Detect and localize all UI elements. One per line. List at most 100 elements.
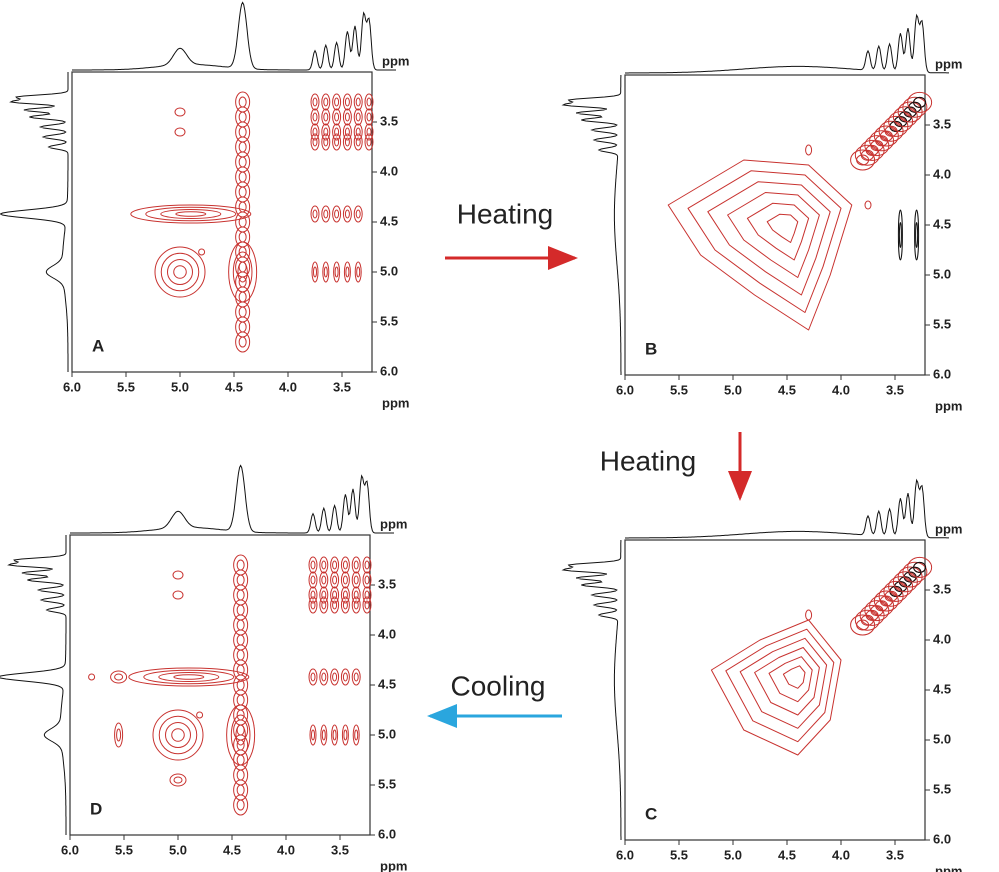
contour bbox=[310, 123, 320, 141]
contour bbox=[364, 123, 374, 141]
contour bbox=[308, 586, 318, 604]
contour bbox=[322, 261, 330, 283]
contour bbox=[110, 670, 128, 684]
contour bbox=[145, 206, 237, 222]
contour bbox=[342, 133, 352, 151]
x-tick-label: 4.0 bbox=[279, 379, 297, 394]
contour bbox=[913, 96, 927, 108]
contour bbox=[130, 204, 252, 224]
y-tick-label: 6.0 bbox=[378, 826, 396, 841]
contour bbox=[236, 649, 245, 661]
x-tick-label: 5.5 bbox=[115, 842, 133, 857]
contour bbox=[226, 704, 256, 766]
contour bbox=[351, 586, 361, 604]
contour bbox=[319, 596, 329, 614]
contour bbox=[228, 241, 258, 303]
contour bbox=[236, 799, 245, 811]
contour bbox=[332, 729, 337, 741]
contour bbox=[334, 97, 340, 107]
contour bbox=[351, 596, 361, 614]
contour bbox=[310, 133, 320, 151]
contour bbox=[233, 794, 249, 816]
contour bbox=[366, 137, 372, 147]
contour bbox=[235, 196, 251, 218]
contour bbox=[235, 724, 246, 746]
contour bbox=[236, 559, 245, 571]
x-tick-label: 5.0 bbox=[171, 379, 189, 394]
contour bbox=[907, 556, 933, 578]
contour bbox=[334, 209, 340, 219]
contour bbox=[340, 668, 350, 686]
contour bbox=[334, 127, 340, 137]
contour bbox=[340, 586, 350, 604]
contour bbox=[364, 133, 374, 151]
contour bbox=[330, 668, 340, 686]
projection-trace bbox=[561, 75, 622, 375]
y-unit: ppm bbox=[935, 521, 962, 536]
contour bbox=[233, 779, 249, 801]
contour bbox=[364, 575, 370, 585]
contour bbox=[362, 571, 372, 589]
contour bbox=[353, 590, 359, 600]
contour bbox=[898, 222, 902, 248]
contour bbox=[344, 127, 350, 137]
contour bbox=[310, 600, 316, 610]
spectrum-frame bbox=[624, 539, 926, 841]
contour bbox=[233, 599, 249, 621]
contour bbox=[345, 266, 350, 278]
contour bbox=[351, 571, 361, 589]
x-tick-label: 4.5 bbox=[223, 842, 241, 857]
contour bbox=[330, 556, 340, 574]
contour bbox=[174, 127, 186, 137]
contour bbox=[344, 97, 350, 107]
contour bbox=[238, 171, 247, 183]
y-tick-label: 5.0 bbox=[933, 731, 951, 746]
x-tick-label: 5.0 bbox=[169, 842, 187, 857]
panel-label: A bbox=[92, 336, 104, 355]
arrow-label: Cooling bbox=[451, 670, 546, 701]
contour bbox=[233, 569, 249, 591]
contour bbox=[353, 560, 359, 570]
contour bbox=[196, 711, 204, 719]
contour bbox=[321, 93, 331, 111]
contour bbox=[238, 141, 247, 153]
contour bbox=[238, 231, 247, 243]
contour bbox=[323, 137, 329, 147]
contour bbox=[236, 574, 245, 586]
contour bbox=[233, 764, 249, 786]
contour bbox=[235, 166, 251, 188]
contour bbox=[319, 586, 329, 604]
contour bbox=[233, 674, 249, 696]
contour bbox=[235, 301, 251, 323]
contour bbox=[235, 316, 251, 338]
contour bbox=[308, 668, 318, 686]
contour bbox=[805, 609, 813, 621]
contour bbox=[746, 202, 810, 261]
arrow-label: Heating bbox=[600, 445, 697, 476]
contour bbox=[362, 556, 372, 574]
contour bbox=[313, 266, 317, 278]
contour bbox=[864, 200, 872, 210]
contour bbox=[236, 754, 245, 766]
y-tick-label: 4.5 bbox=[933, 216, 951, 231]
contour bbox=[355, 127, 361, 137]
contour bbox=[343, 261, 351, 283]
contour bbox=[114, 673, 124, 681]
y-unit: ppm bbox=[382, 53, 409, 68]
contour bbox=[310, 108, 320, 126]
y-tick-label: 4.0 bbox=[380, 163, 398, 178]
y-tick-label: 5.0 bbox=[933, 266, 951, 281]
contour bbox=[154, 246, 206, 298]
x-tick-label: 6.0 bbox=[616, 847, 634, 862]
contour bbox=[172, 590, 184, 600]
x-tick-label: 4.5 bbox=[778, 847, 796, 862]
contour bbox=[235, 286, 251, 308]
contour bbox=[342, 123, 352, 141]
contour bbox=[344, 209, 350, 219]
contour bbox=[143, 669, 235, 685]
contour bbox=[710, 619, 842, 756]
contour bbox=[238, 186, 247, 198]
contour bbox=[342, 600, 348, 610]
contour bbox=[332, 93, 342, 111]
contour bbox=[332, 108, 342, 126]
